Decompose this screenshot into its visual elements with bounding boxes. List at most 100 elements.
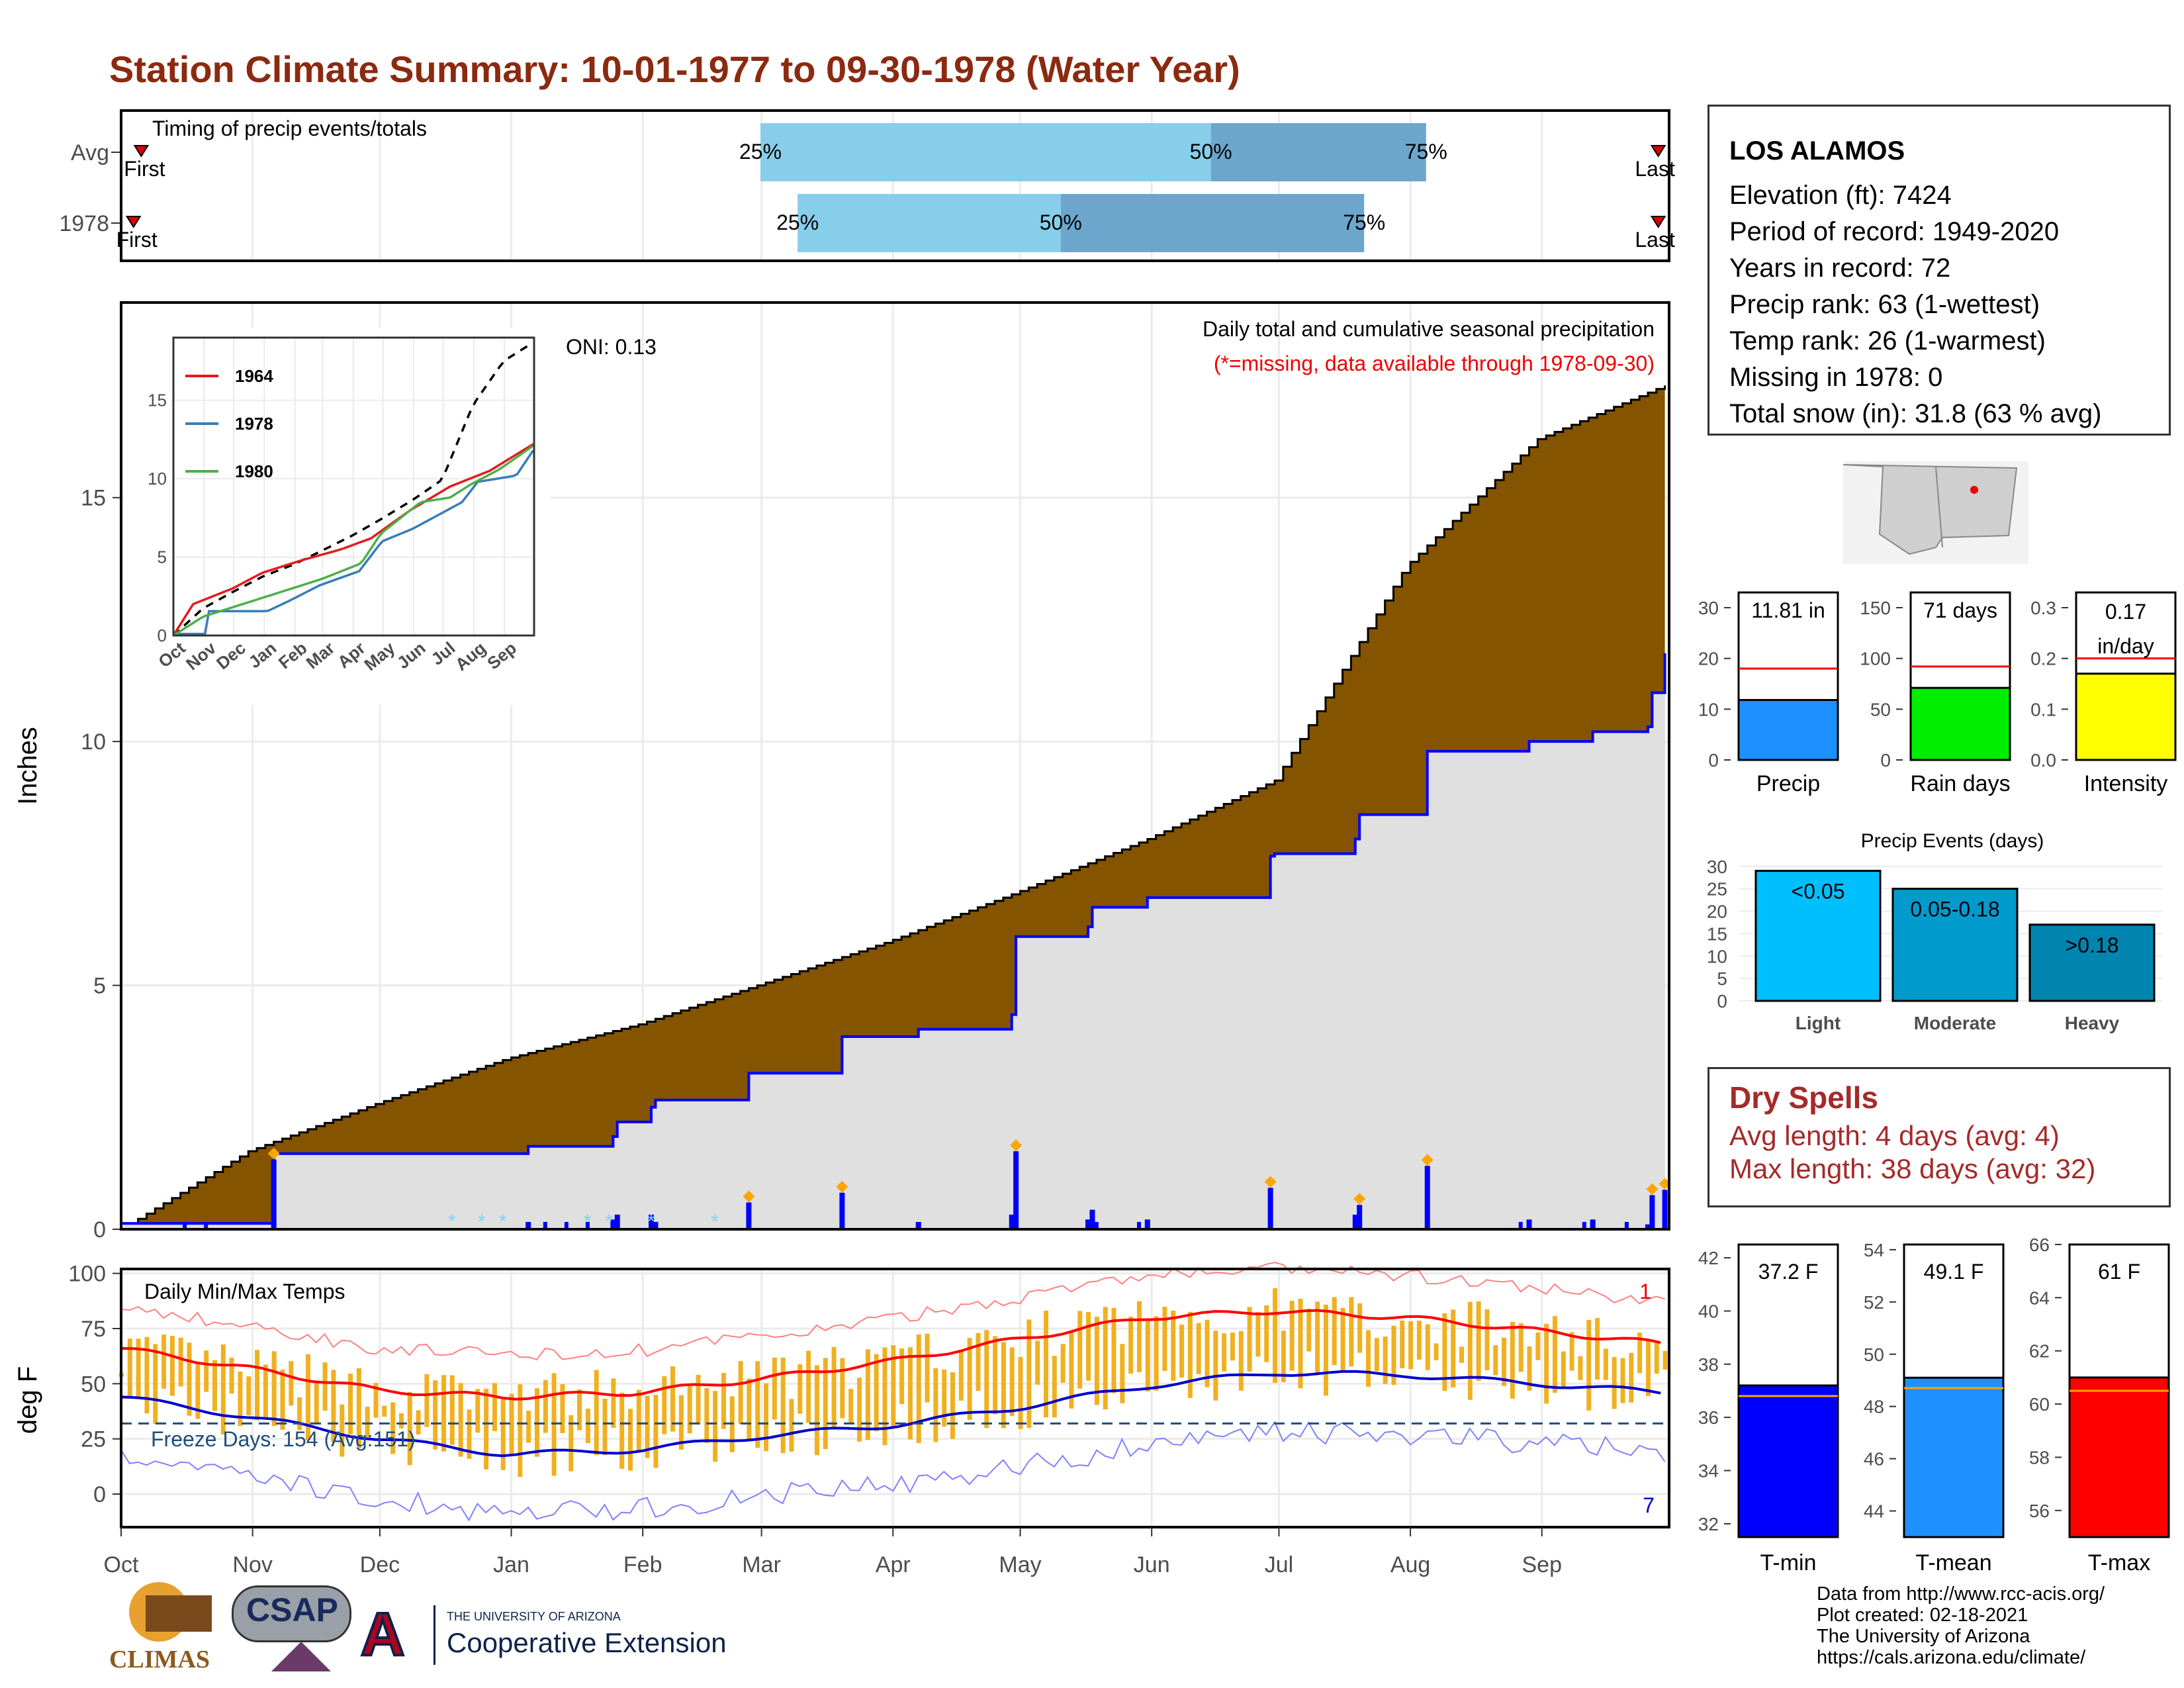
temp-bar-tick-label: 44 bbox=[1864, 1501, 1884, 1522]
station-info-box: LOS ALAMOS Elevation (ft): 7424 Period o… bbox=[1707, 105, 2171, 436]
month-label: Jan bbox=[493, 1552, 529, 1577]
precip-ytick-label: 10 bbox=[81, 729, 106, 755]
daily-temp-bar bbox=[1001, 1342, 1006, 1429]
station-years: Years in record: 72 bbox=[1729, 254, 1951, 283]
temp-bar-tick-label: 38 bbox=[1698, 1354, 1719, 1375]
daily-temp-bar bbox=[1255, 1312, 1261, 1357]
precip-event-value-label: <0.05 bbox=[1792, 880, 1845, 904]
daily-temp-bar bbox=[136, 1338, 141, 1398]
timing-p25-label: 25% bbox=[739, 140, 782, 164]
daily-temp-bar bbox=[942, 1369, 947, 1427]
temp-bar-label: T-mean bbox=[1915, 1550, 1991, 1575]
daily-precip-bar bbox=[1645, 1224, 1651, 1229]
heavy-event-marker bbox=[836, 1180, 848, 1193]
timing-p50-label: 50% bbox=[1040, 211, 1082, 234]
daily-temp-bar bbox=[229, 1357, 234, 1394]
daily-temp-bar bbox=[806, 1350, 811, 1423]
timing-p75-label: 75% bbox=[1405, 140, 1447, 164]
month-label: Jun bbox=[1134, 1552, 1170, 1577]
temp-ytick-label: 100 bbox=[68, 1262, 106, 1287]
daily-temp-bar bbox=[670, 1366, 676, 1432]
freeze-days-label: Freeze Days: 154 (Avg:151) bbox=[151, 1427, 416, 1451]
daily-temp-bar bbox=[933, 1368, 938, 1442]
daily-temp-bar bbox=[169, 1335, 175, 1396]
normal-max-line bbox=[120, 1309, 1661, 1401]
month-label: Dec bbox=[360, 1552, 400, 1577]
daily-temp-bar bbox=[780, 1357, 786, 1454]
daily-temp-bar bbox=[1586, 1319, 1592, 1411]
daily-precip-bar bbox=[1009, 1214, 1015, 1229]
daily-temp-bar bbox=[1383, 1336, 1388, 1384]
daily-precip-bar bbox=[1582, 1221, 1586, 1229]
daily-temp-bar bbox=[899, 1348, 905, 1405]
precip-events-tick-label: 30 bbox=[1707, 857, 1727, 877]
daily-precip-bar bbox=[653, 1221, 659, 1229]
daily-precip-bar bbox=[1267, 1188, 1273, 1229]
daily-temp-bar bbox=[1043, 1310, 1048, 1418]
daily-temp-bar bbox=[1103, 1307, 1108, 1410]
daily-temp-bar bbox=[543, 1380, 548, 1433]
daily-temp-bar bbox=[441, 1375, 447, 1452]
daily-temp-bar bbox=[153, 1344, 158, 1425]
station-temp-rank: Temp rank: 26 (1-warmest) bbox=[1729, 326, 2046, 355]
snow-marker: * bbox=[448, 1211, 456, 1233]
daily-temp-bar bbox=[857, 1378, 862, 1442]
month-label: Sep bbox=[1522, 1552, 1563, 1577]
precip-events-tick-label: 10 bbox=[1707, 946, 1727, 966]
snow-marker: * bbox=[499, 1211, 507, 1233]
daily-temp-bar bbox=[1052, 1356, 1057, 1418]
precip-event-bar bbox=[1754, 870, 1882, 1002]
daily-temp-bar bbox=[280, 1370, 285, 1430]
daily-temp-bar bbox=[238, 1371, 243, 1427]
daily-precip-bar bbox=[610, 1219, 616, 1229]
daily-temp-bar bbox=[713, 1391, 718, 1462]
precip-events-tick-label: 5 bbox=[1717, 968, 1727, 989]
dry-spells-max: Max length: 38 days (avg: 32) bbox=[1729, 1153, 2096, 1184]
small-bar-label: Precip bbox=[1756, 771, 1820, 796]
daily-temp-bar bbox=[500, 1399, 506, 1470]
temp-bar-tick-label: 32 bbox=[1698, 1514, 1719, 1534]
daily-temp-bar bbox=[331, 1370, 336, 1442]
inset-series-line bbox=[172, 443, 534, 636]
timing-p75-label: 75% bbox=[1343, 211, 1385, 234]
daily-precip-bar bbox=[525, 1221, 531, 1229]
temp-bar-tick-label: 46 bbox=[1864, 1449, 1884, 1470]
station-name: LOS ALAMOS bbox=[1729, 136, 1905, 165]
daily-temp-bar bbox=[840, 1358, 845, 1419]
daily-temp-bar bbox=[255, 1350, 260, 1421]
state-border bbox=[1935, 466, 1943, 548]
daily-temp-bar bbox=[373, 1383, 379, 1418]
small-bar-tick-label: 0 bbox=[1880, 750, 1891, 771]
daily-temp-bar bbox=[1510, 1321, 1515, 1399]
daily-temp-bar bbox=[1391, 1325, 1396, 1385]
timing-bar-25-50 bbox=[797, 194, 1061, 252]
daily-temp-bar bbox=[187, 1342, 192, 1416]
precip-ytick-label: 0 bbox=[93, 1217, 106, 1243]
precip-event-bar bbox=[1891, 888, 2019, 1002]
daily-temp-bar bbox=[1213, 1331, 1218, 1401]
inset-ytick-label: 15 bbox=[148, 391, 167, 410]
first-label: First bbox=[124, 157, 165, 181]
timing-bar-50-75 bbox=[1210, 123, 1426, 181]
daily-temp-bar bbox=[1026, 1319, 1032, 1429]
daily-precip-bar bbox=[271, 1159, 277, 1229]
daily-precip-bar bbox=[1518, 1221, 1523, 1229]
small-bar-value bbox=[1737, 698, 1839, 761]
climas-logo: CLIMAS bbox=[109, 1582, 215, 1678]
small-bar-value bbox=[1909, 686, 2011, 761]
daily-temp-bar bbox=[916, 1334, 921, 1443]
snow-marker: * bbox=[584, 1211, 592, 1233]
daily-temp-bar bbox=[1281, 1331, 1286, 1382]
small-bar-label: Rain days bbox=[1910, 771, 2010, 796]
daily-temp-bar bbox=[289, 1361, 294, 1406]
temp-bar-tick-label: 50 bbox=[1864, 1344, 1884, 1365]
daily-temp-bar bbox=[1357, 1303, 1363, 1353]
daily-precip-bar bbox=[1662, 1190, 1668, 1229]
daily-temp-bar bbox=[1374, 1338, 1379, 1372]
daily-temp-bar bbox=[950, 1372, 956, 1439]
daily-precip-bar bbox=[1013, 1151, 1019, 1229]
daily-temp-bar bbox=[322, 1362, 328, 1411]
daily-precip-bar bbox=[915, 1221, 921, 1229]
daily-temp-bar bbox=[1289, 1301, 1295, 1371]
credit-url: https://cals.arizona.edu/climate/ bbox=[1817, 1647, 2086, 1668]
